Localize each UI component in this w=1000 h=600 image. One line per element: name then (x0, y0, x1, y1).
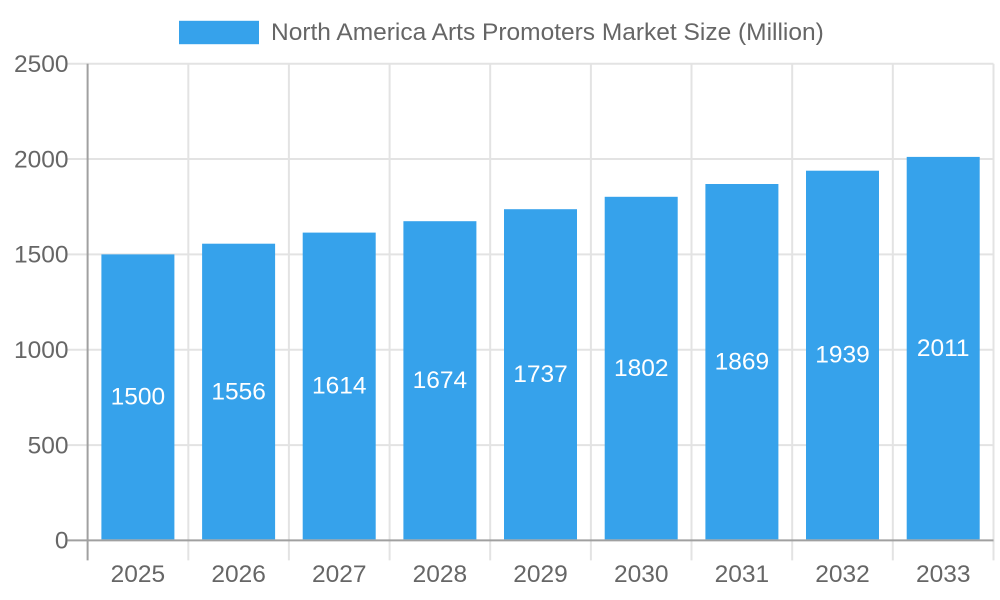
svg-text:2027: 2027 (312, 561, 367, 588)
svg-text:2025: 2025 (111, 561, 166, 588)
svg-text:2500: 2500 (14, 51, 69, 78)
svg-text:2033: 2033 (916, 561, 971, 588)
svg-text:1556: 1556 (211, 378, 266, 405)
svg-text:1737: 1737 (513, 361, 568, 388)
svg-text:1000: 1000 (14, 337, 69, 364)
svg-text:2030: 2030 (614, 561, 669, 588)
svg-text:2000: 2000 (14, 146, 69, 173)
svg-text:1614: 1614 (312, 373, 367, 400)
svg-text:North America Arts Promoters M: North America Arts Promoters Market Size… (271, 19, 824, 46)
svg-text:2026: 2026 (211, 561, 266, 588)
svg-text:2031: 2031 (715, 561, 770, 588)
svg-text:2028: 2028 (413, 561, 468, 588)
svg-text:1869: 1869 (715, 348, 770, 375)
svg-text:1802: 1802 (614, 355, 669, 382)
svg-text:1939: 1939 (815, 342, 870, 369)
svg-text:1500: 1500 (111, 384, 166, 411)
svg-text:0: 0 (55, 528, 69, 555)
svg-text:500: 500 (28, 432, 69, 459)
svg-text:2011: 2011 (917, 335, 970, 362)
svg-text:2029: 2029 (513, 561, 568, 588)
svg-text:1500: 1500 (14, 242, 69, 269)
svg-text:2032: 2032 (815, 561, 870, 588)
svg-text:1674: 1674 (413, 367, 468, 394)
